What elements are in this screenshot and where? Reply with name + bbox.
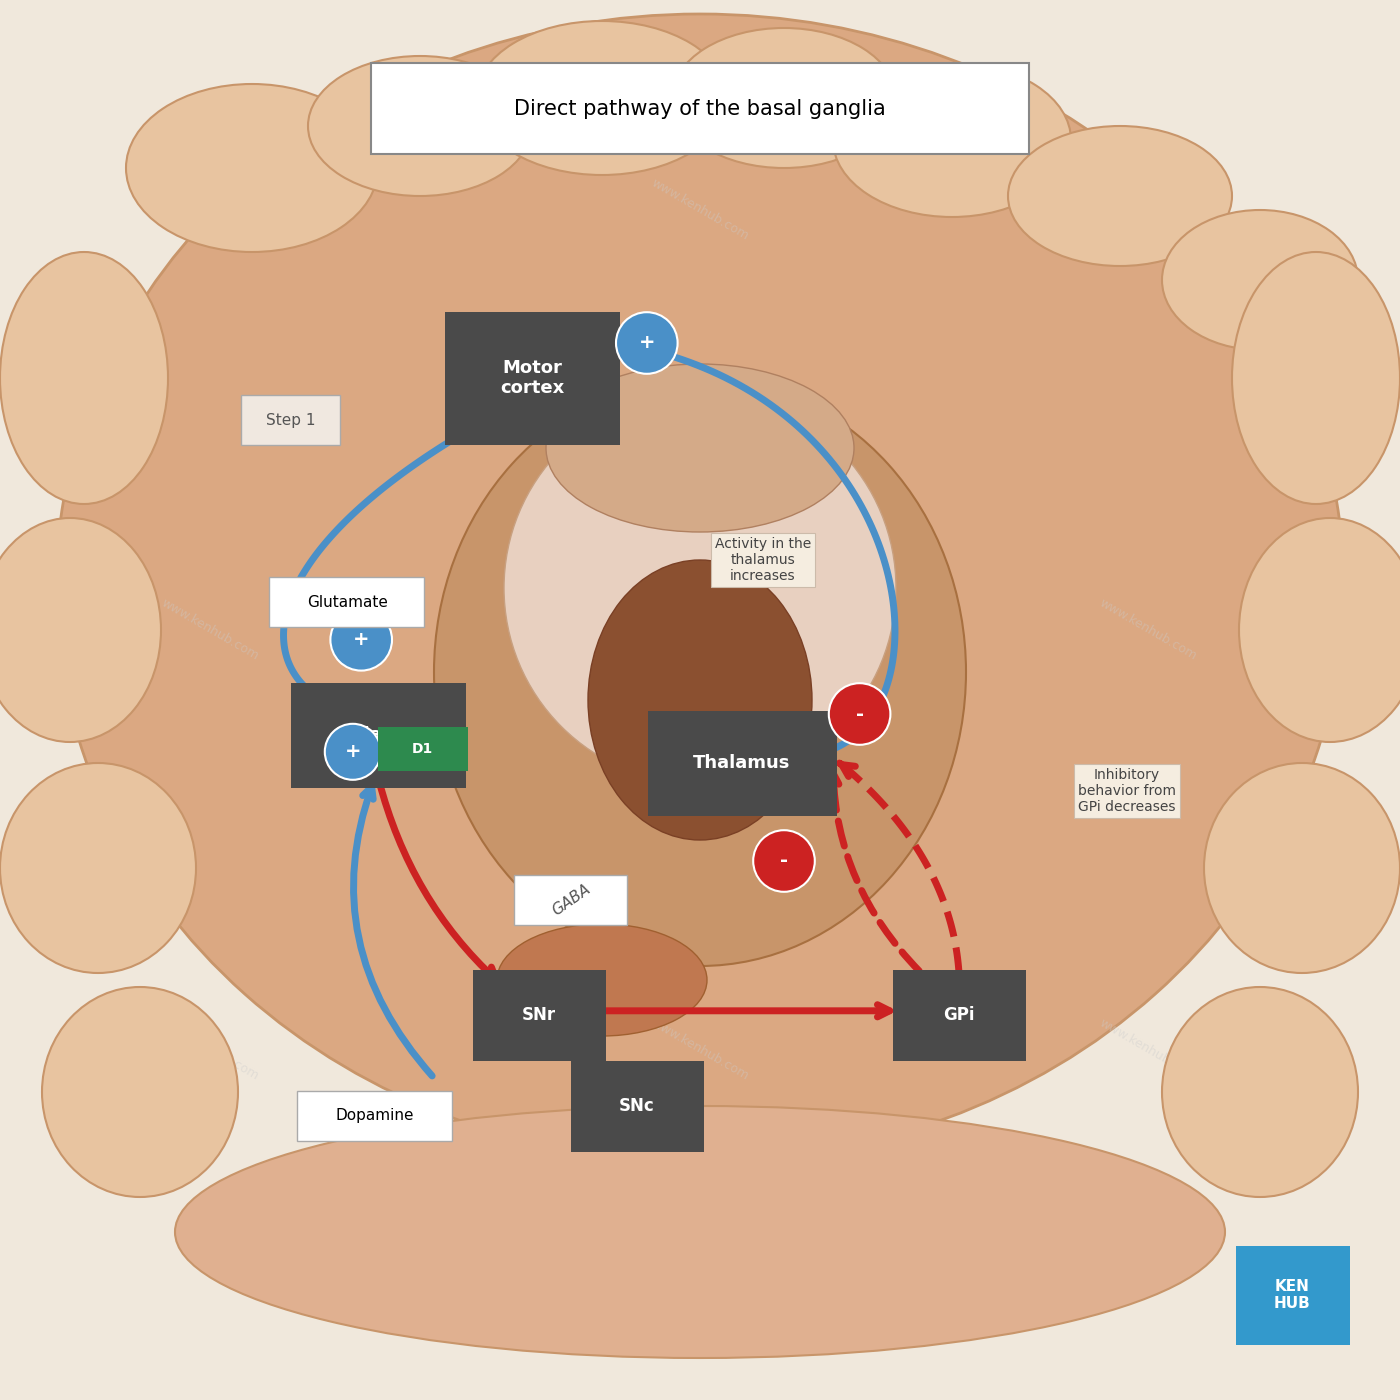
Text: www.kenhub.com: www.kenhub.com <box>650 176 750 244</box>
Text: www.kenhub.com: www.kenhub.com <box>160 596 260 664</box>
Text: -: - <box>855 704 864 724</box>
FancyBboxPatch shape <box>371 63 1029 154</box>
Text: Striatum: Striatum <box>333 727 423 743</box>
Text: www.kenhub.com: www.kenhub.com <box>1098 176 1198 244</box>
Ellipse shape <box>588 560 812 840</box>
Text: www.kenhub.com: www.kenhub.com <box>160 176 260 244</box>
Circle shape <box>829 683 890 745</box>
Text: Direct pathway of the basal ganglia: Direct pathway of the basal ganglia <box>514 99 886 119</box>
Text: Activity in the
thalamus
increases: Activity in the thalamus increases <box>715 536 811 584</box>
Text: +: + <box>638 333 655 353</box>
Ellipse shape <box>0 252 168 504</box>
Ellipse shape <box>175 1106 1225 1358</box>
Ellipse shape <box>504 392 896 784</box>
Text: KEN
HUB: KEN HUB <box>1274 1278 1310 1312</box>
FancyBboxPatch shape <box>291 683 465 787</box>
Ellipse shape <box>0 763 196 973</box>
Ellipse shape <box>56 14 1344 1162</box>
Text: www.kenhub.com: www.kenhub.com <box>650 1016 750 1084</box>
Text: SNc: SNc <box>619 1098 655 1114</box>
Ellipse shape <box>434 378 966 966</box>
Text: Motor
cortex: Motor cortex <box>500 358 564 398</box>
Text: www.kenhub.com: www.kenhub.com <box>1098 1016 1198 1084</box>
Ellipse shape <box>476 21 728 175</box>
Ellipse shape <box>833 63 1071 217</box>
Ellipse shape <box>1008 126 1232 266</box>
Text: www.kenhub.com: www.kenhub.com <box>650 596 750 664</box>
FancyBboxPatch shape <box>445 312 619 445</box>
Text: GABA: GABA <box>549 882 594 918</box>
Text: Dopamine: Dopamine <box>336 1109 414 1123</box>
Ellipse shape <box>42 987 238 1197</box>
FancyBboxPatch shape <box>893 969 1025 1061</box>
FancyBboxPatch shape <box>473 969 605 1061</box>
Ellipse shape <box>1162 210 1358 350</box>
Text: Inhibitory
behavior from
GPi decreases: Inhibitory behavior from GPi decreases <box>1078 767 1176 815</box>
FancyBboxPatch shape <box>1236 1246 1350 1345</box>
Ellipse shape <box>1239 518 1400 742</box>
Circle shape <box>616 312 678 374</box>
FancyBboxPatch shape <box>241 395 340 445</box>
Text: SNr: SNr <box>522 1007 556 1023</box>
FancyBboxPatch shape <box>378 727 468 771</box>
FancyBboxPatch shape <box>297 1091 452 1141</box>
Text: +: + <box>353 630 370 650</box>
FancyBboxPatch shape <box>571 1061 704 1151</box>
FancyBboxPatch shape <box>269 577 424 627</box>
Ellipse shape <box>546 364 854 532</box>
Text: Glutamate: Glutamate <box>307 595 388 609</box>
Text: -: - <box>780 851 788 871</box>
Text: D1: D1 <box>412 742 434 756</box>
Ellipse shape <box>308 56 532 196</box>
Ellipse shape <box>672 28 896 168</box>
Ellipse shape <box>0 518 161 742</box>
Circle shape <box>753 830 815 892</box>
Ellipse shape <box>1162 987 1358 1197</box>
Circle shape <box>325 724 381 780</box>
Ellipse shape <box>497 924 707 1036</box>
Text: GPi: GPi <box>944 1007 974 1023</box>
Ellipse shape <box>1232 252 1400 504</box>
Text: Thalamus: Thalamus <box>693 755 791 771</box>
Circle shape <box>330 609 392 671</box>
Text: www.kenhub.com: www.kenhub.com <box>1098 596 1198 664</box>
Ellipse shape <box>126 84 378 252</box>
Text: Step 1: Step 1 <box>266 413 316 427</box>
Ellipse shape <box>1204 763 1400 973</box>
Text: www.kenhub.com: www.kenhub.com <box>160 1016 260 1084</box>
Text: +: + <box>344 742 361 762</box>
FancyBboxPatch shape <box>647 711 837 815</box>
FancyBboxPatch shape <box>514 875 627 925</box>
